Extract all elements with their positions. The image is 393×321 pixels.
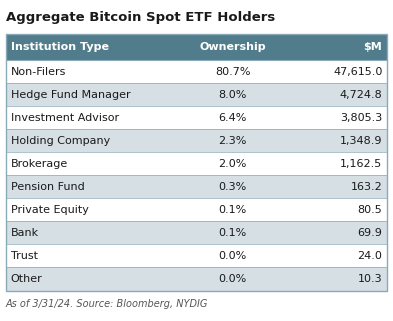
Bar <box>181 175 284 198</box>
Text: 10.3: 10.3 <box>358 274 382 284</box>
Bar <box>181 83 284 106</box>
Text: 163.2: 163.2 <box>351 182 382 192</box>
Text: 6.4%: 6.4% <box>219 113 247 123</box>
Bar <box>6 34 181 60</box>
Bar <box>284 34 387 60</box>
Bar <box>6 152 181 175</box>
Text: Holding Company: Holding Company <box>11 136 110 146</box>
Bar <box>181 129 284 152</box>
Bar <box>181 60 284 83</box>
Bar <box>181 245 284 267</box>
Bar <box>284 267 387 291</box>
Bar <box>6 34 387 291</box>
Text: 2.0%: 2.0% <box>219 159 247 169</box>
Text: Hedge Fund Manager: Hedge Fund Manager <box>11 90 130 100</box>
Bar <box>6 129 181 152</box>
Text: 24.0: 24.0 <box>358 251 382 261</box>
Bar <box>6 245 181 267</box>
Bar <box>181 34 284 60</box>
Text: 80.7%: 80.7% <box>215 67 250 77</box>
Bar <box>181 267 284 291</box>
Bar <box>6 198 181 221</box>
Bar <box>181 221 284 245</box>
Text: Non-Filers: Non-Filers <box>11 67 66 77</box>
Bar <box>6 60 181 83</box>
Text: 0.0%: 0.0% <box>219 251 247 261</box>
Text: 4,724.8: 4,724.8 <box>340 90 382 100</box>
Text: As of 3/31/24. Source: Bloomberg, NYDIG: As of 3/31/24. Source: Bloomberg, NYDIG <box>6 299 208 308</box>
Bar <box>181 152 284 175</box>
Text: 1,348.9: 1,348.9 <box>340 136 382 146</box>
Text: 69.9: 69.9 <box>358 228 382 238</box>
Text: Investment Advisor: Investment Advisor <box>11 113 119 123</box>
Text: Trust: Trust <box>11 251 38 261</box>
Bar <box>6 267 181 291</box>
Bar <box>284 221 387 245</box>
Text: Bank: Bank <box>11 228 39 238</box>
Text: 0.3%: 0.3% <box>219 182 247 192</box>
Text: Brokerage: Brokerage <box>11 159 68 169</box>
Text: Institution Type: Institution Type <box>11 42 108 52</box>
Text: 8.0%: 8.0% <box>219 90 247 100</box>
Text: Ownership: Ownership <box>199 42 266 52</box>
Bar <box>284 60 387 83</box>
Bar <box>6 106 181 129</box>
Text: 80.5: 80.5 <box>358 205 382 215</box>
Bar <box>284 129 387 152</box>
Text: 0.0%: 0.0% <box>219 274 247 284</box>
Bar <box>181 106 284 129</box>
Bar <box>181 198 284 221</box>
Text: Other: Other <box>11 274 42 284</box>
Bar <box>284 83 387 106</box>
Text: Pension Fund: Pension Fund <box>11 182 84 192</box>
Bar <box>284 152 387 175</box>
Bar <box>284 106 387 129</box>
Bar <box>6 175 181 198</box>
Bar <box>284 245 387 267</box>
Bar <box>284 175 387 198</box>
Text: Aggregate Bitcoin Spot ETF Holders: Aggregate Bitcoin Spot ETF Holders <box>6 11 275 24</box>
Text: Private Equity: Private Equity <box>11 205 88 215</box>
Bar <box>6 83 181 106</box>
Text: 1,162.5: 1,162.5 <box>340 159 382 169</box>
Text: 0.1%: 0.1% <box>219 205 247 215</box>
Text: $M: $M <box>364 42 382 52</box>
Text: 2.3%: 2.3% <box>219 136 247 146</box>
Text: 3,805.3: 3,805.3 <box>340 113 382 123</box>
Text: 47,615.0: 47,615.0 <box>333 67 382 77</box>
Bar <box>284 198 387 221</box>
Text: 0.1%: 0.1% <box>219 228 247 238</box>
Bar <box>6 221 181 245</box>
